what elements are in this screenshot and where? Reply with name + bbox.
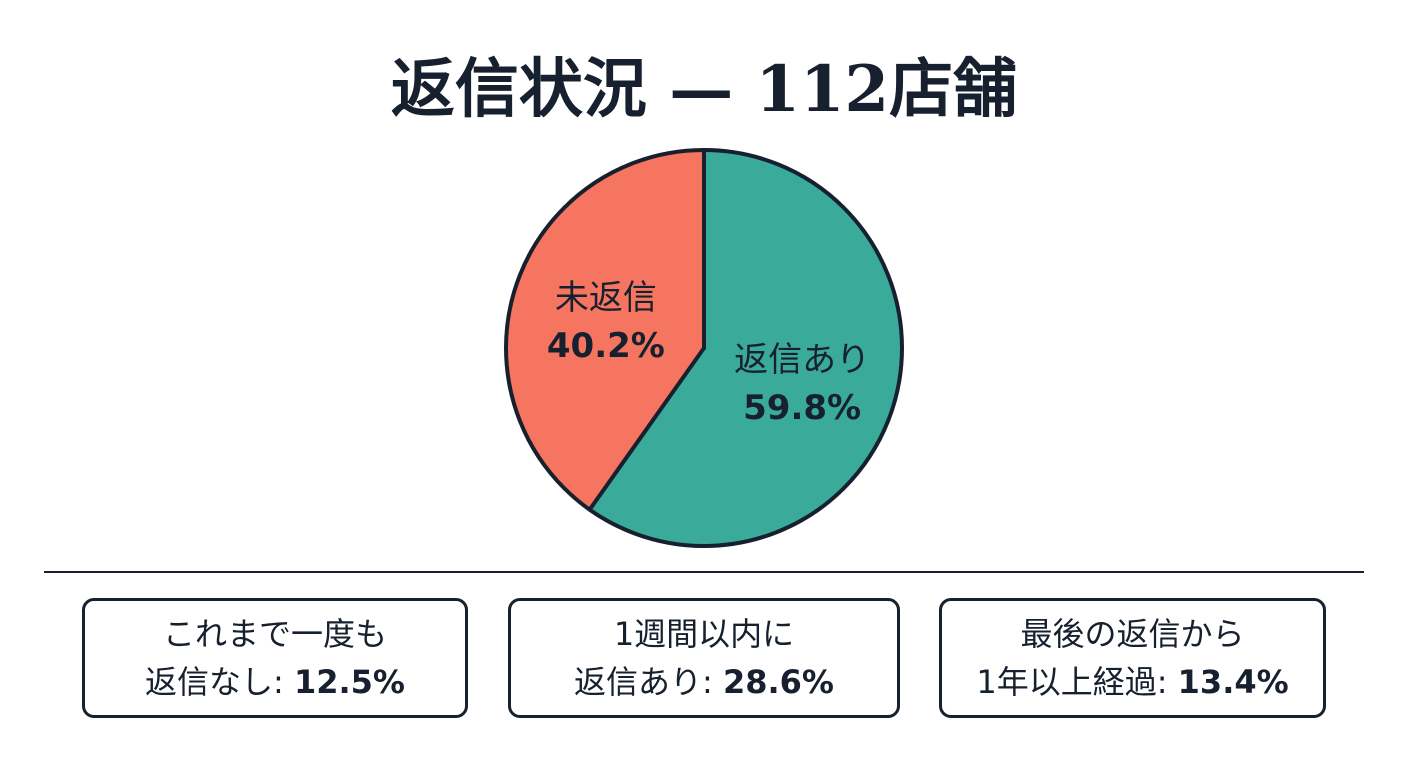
divider (44, 571, 1364, 573)
stat-line1: 最後の返信から (1020, 615, 1245, 653)
pie-chart: 返信あり 59.8% 未返信 40.2% (504, 148, 904, 548)
stat-box-replied-within-week: 1週間以内に 返信あり: 28.6% (508, 598, 900, 718)
stat-label: 返信あり: (574, 663, 723, 701)
stat-value: 12.5% (293, 663, 405, 701)
pie-slice-0 (589, 150, 903, 546)
stat-label: 1年以上経過: (976, 663, 1178, 701)
chart-title: 返信状況 — 112店舗 (390, 52, 1018, 127)
pie-slice-1 (506, 150, 704, 510)
stat-box-over-one-year: 最後の返信から 1年以上経過: 13.4% (939, 598, 1326, 718)
stat-value: 28.6% (722, 663, 834, 701)
stat-line1: これまで一度も (162, 615, 387, 653)
slice-label-1: 未返信 (555, 278, 657, 318)
pie-outline (504, 148, 904, 548)
stat-value: 13.4% (1177, 663, 1289, 701)
slice-value-0: 59.8% (743, 388, 861, 428)
stat-box-never-replied: これまで一度も 返信なし: 12.5% (82, 598, 468, 718)
stat-line1: 1週間以内に (613, 615, 795, 653)
slice-value-1: 40.2% (547, 326, 665, 366)
stat-label: 返信なし: (145, 663, 294, 701)
slice-border-1 (587, 346, 706, 512)
slice-label-0: 返信あり (734, 340, 870, 380)
